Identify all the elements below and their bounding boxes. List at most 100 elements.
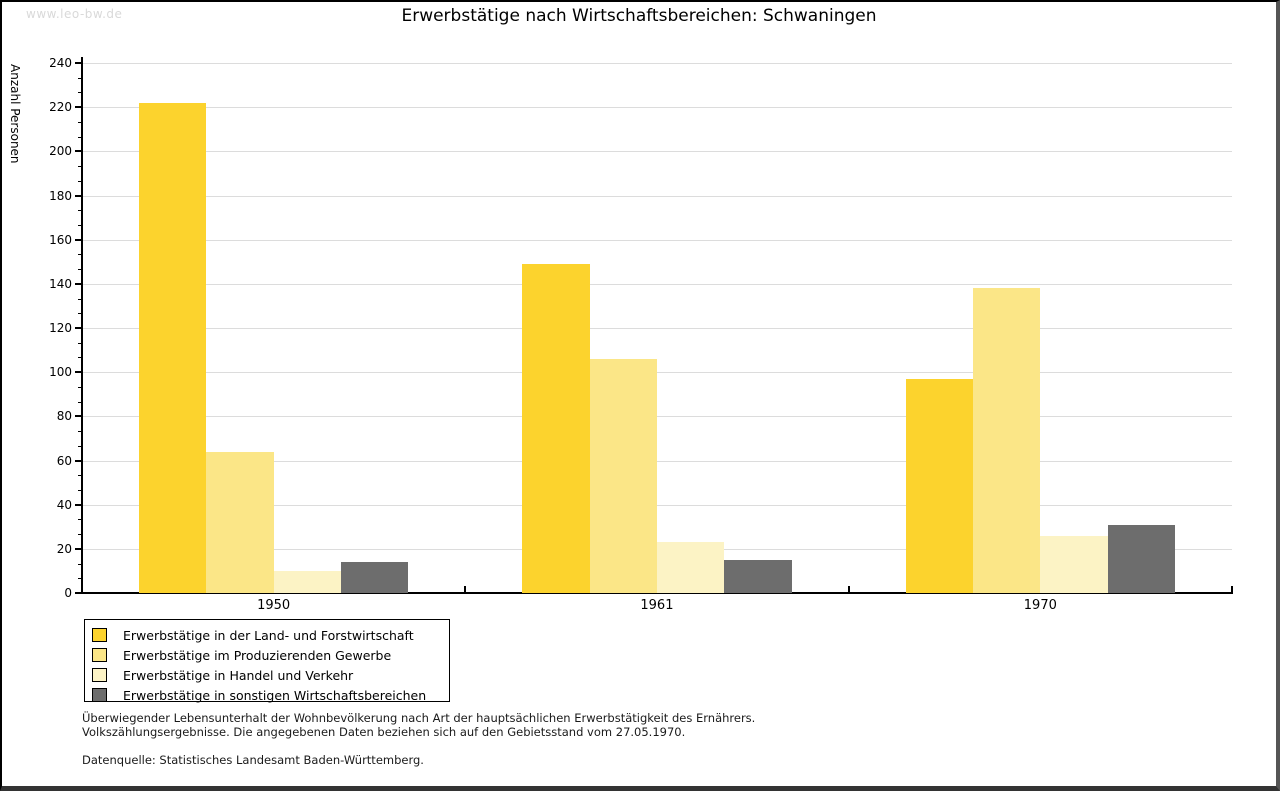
bar-1961-series-2 (589, 358, 657, 593)
legend-box: Erwerbstätige in der Land- und Forstwirt… (84, 619, 450, 705)
gridline (83, 416, 1232, 418)
bar-1970-series-1 (905, 378, 973, 593)
y-major-tick (75, 459, 82, 462)
y-minor-tick (78, 342, 82, 344)
y-major-tick (75, 547, 82, 550)
bar-1950-series-2 (206, 451, 274, 593)
y-tick-label: 100 (49, 365, 72, 380)
y-minor-tick (78, 210, 82, 212)
gridline (83, 107, 1232, 109)
gridline (83, 372, 1232, 374)
y-axis-title: Anzahl Personen (8, 64, 22, 164)
bar-1950-series-3 (273, 570, 341, 593)
bar-1970-series-4 (1107, 524, 1175, 593)
y-minor-tick (78, 534, 82, 536)
legend-label: Erwerbstätige in Handel und Verkehr (123, 667, 354, 683)
y-minor-tick (78, 386, 82, 388)
x-category-label: 1970 (1023, 598, 1057, 613)
x-category-label: 1950 (257, 598, 291, 613)
legend-item-3: Erwerbstätige in Handel und Verkehr (85, 665, 449, 685)
y-minor-tick (78, 401, 82, 403)
bar-1970-series-2 (973, 288, 1041, 594)
y-major-tick (75, 62, 82, 64)
y-minor-tick (78, 180, 82, 182)
x-boundary-tick (847, 586, 850, 593)
y-minor-tick (78, 431, 82, 433)
bar-1950-series-1 (139, 102, 207, 593)
legend-label: Erwerbstätige im Produzierenden Gewerbe (123, 647, 392, 663)
gridline (83, 151, 1232, 153)
gridline (83, 283, 1232, 285)
x-category-label: 1961 (640, 598, 674, 613)
y-tick-label: 60 (56, 453, 72, 468)
gridline (83, 239, 1232, 241)
legend-swatch-icon (92, 688, 107, 702)
bar-1961-series-4 (724, 559, 792, 593)
x-boundary-tick (464, 586, 467, 593)
y-minor-tick (78, 254, 82, 256)
legend-item-1: Erwerbstätige in der Land- und Forstwirt… (85, 625, 449, 645)
y-minor-tick (78, 166, 82, 168)
y-minor-tick (78, 489, 82, 491)
y-tick-label: 180 (49, 188, 72, 203)
bar-1970-series-3 (1040, 535, 1108, 593)
legend-swatch-icon (92, 628, 107, 642)
y-minor-tick (78, 578, 82, 580)
y-major-tick (75, 106, 82, 109)
footnote-line-2: Volkszählungsergebnisse. Die angegebenen… (82, 725, 686, 739)
gridline (83, 63, 1232, 64)
y-tick-label: 40 (56, 497, 72, 512)
y-tick-label: 80 (56, 409, 72, 424)
y-major-tick (75, 415, 82, 418)
y-major-tick (75, 238, 82, 241)
y-major-tick (75, 371, 82, 374)
x-boundary-tick (1231, 586, 1233, 593)
y-tick-label: 220 (49, 100, 72, 115)
gridline (83, 195, 1232, 197)
y-major-tick (75, 592, 82, 594)
y-minor-tick (78, 563, 82, 565)
y-minor-tick (78, 357, 82, 359)
legend-label: Erwerbstätige in sonstigen Wirtschaftsbe… (123, 687, 427, 703)
y-major-tick (75, 503, 82, 506)
y-tick-label: 140 (49, 276, 72, 291)
y-tick-label: 240 (49, 56, 72, 70)
y-minor-tick (78, 92, 82, 94)
y-tick-label: 160 (49, 232, 72, 247)
y-minor-tick (78, 136, 82, 138)
y-tick-label: 120 (49, 321, 72, 335)
y-major-tick (75, 150, 82, 153)
y-minor-tick (78, 269, 82, 271)
bar-1961-series-3 (657, 542, 725, 593)
legend-label: Erwerbstätige in der Land- und Forstwirt… (123, 627, 414, 643)
y-minor-tick (78, 121, 82, 123)
footnote-line-1: Überwiegender Lebensunterhalt der Wohnbe… (82, 711, 756, 725)
y-minor-tick (78, 519, 82, 521)
y-tick-label: 0 (64, 586, 72, 600)
y-major-tick (75, 327, 82, 329)
gridline (83, 328, 1232, 329)
gridline (83, 504, 1232, 506)
y-tick-label: 200 (49, 144, 72, 159)
legend-swatch-icon (92, 668, 107, 682)
y-major-tick (75, 282, 82, 285)
data-source-line: Datenquelle: Statistisches Landesamt Bad… (82, 753, 424, 767)
y-axis-line (81, 57, 83, 594)
y-minor-tick (78, 77, 82, 79)
y-minor-tick (78, 224, 82, 226)
watermark-text: www.leo-bw.de (26, 7, 123, 21)
bar-1961-series-1 (522, 264, 590, 593)
y-minor-tick (78, 298, 82, 300)
y-tick-label: 20 (56, 541, 72, 556)
y-minor-tick (78, 475, 82, 477)
y-minor-tick (78, 313, 82, 315)
legend-item-2: Erwerbstätige im Produzierenden Gewerbe (85, 645, 449, 665)
y-major-tick (75, 194, 82, 197)
bar-1950-series-4 (341, 562, 409, 593)
chart-title: Erwerbstätige nach Wirtschaftsbereichen:… (401, 6, 877, 26)
x-axis-line (81, 592, 1233, 594)
gridline (83, 460, 1232, 462)
legend-item-4: Erwerbstätige in sonstigen Wirtschaftsbe… (85, 685, 449, 705)
legend-swatch-icon (92, 648, 107, 662)
